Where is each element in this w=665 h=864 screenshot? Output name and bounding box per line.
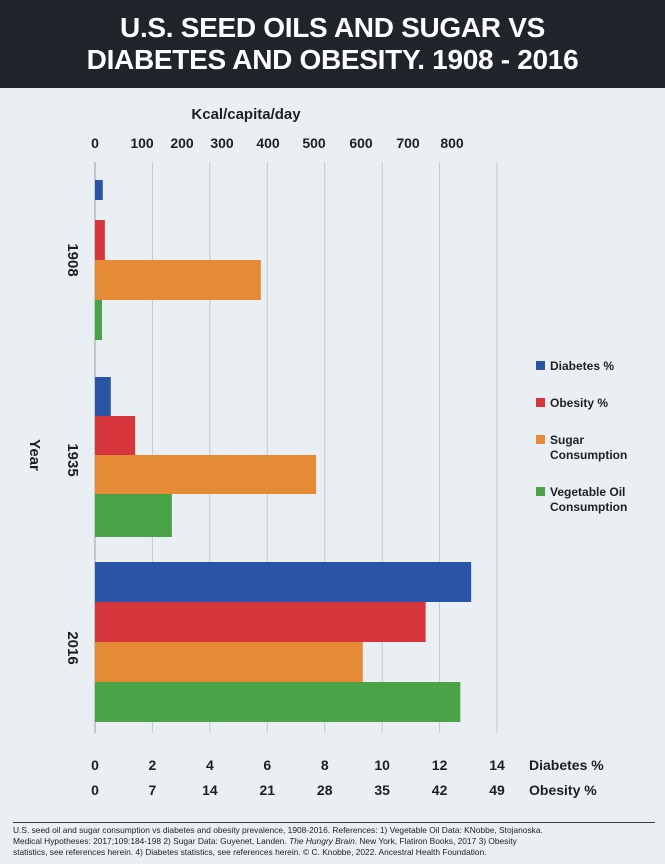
- bottom-tick-label: 2: [149, 757, 157, 773]
- bar-1935-vegetable-oil-consumption: [95, 494, 172, 537]
- bottom-tick-label: 49: [489, 782, 505, 798]
- legend-swatch: [536, 361, 545, 370]
- title-line-2: DIABETES AND OBESITY. 1908 - 2016: [86, 44, 579, 75]
- bottom-tick-label: 8: [321, 757, 329, 773]
- top-tick-label: 0: [91, 135, 99, 151]
- footer-book-title: The Hungry Brain: [289, 836, 355, 846]
- top-tick-label: 200: [170, 135, 194, 151]
- bottom-tick-label: 6: [263, 757, 271, 773]
- bottom-tick-label: 14: [489, 757, 505, 773]
- top-tick-label: 600: [349, 135, 373, 151]
- title-banner: U.S. SEED OILS AND SUGAR VS DIABETES AND…: [0, 0, 665, 88]
- bottom-tick-label: 10: [374, 757, 390, 773]
- bottom-axis-title: Obesity %: [529, 782, 597, 798]
- bar-1908-diabetes-: [95, 180, 103, 200]
- bar-2016-sugar-consumption: [95, 642, 363, 682]
- legend-label: Consumption: [550, 448, 627, 462]
- year-label-1935: 1935: [64, 443, 81, 476]
- legend-label: Obesity %: [550, 396, 608, 410]
- top-tick-label: 300: [210, 135, 234, 151]
- bar-2016-diabetes-: [95, 562, 472, 602]
- footer-references: U.S. seed oil and sugar consumption vs d…: [13, 822, 655, 858]
- footer-line-2-b: . New York, Flatiron Books, 2017 3) Obes…: [354, 836, 517, 846]
- bottom-tick-label: 28: [317, 782, 333, 798]
- bar-1935-sugar-consumption: [95, 455, 317, 494]
- legend-label: Sugar: [550, 433, 584, 447]
- bottom-axis-title: Diabetes %: [529, 757, 604, 773]
- title-line-1: U.S. SEED OILS AND SUGAR VS: [120, 12, 545, 43]
- top-tick-label: 100: [130, 135, 154, 151]
- legend-label: Diabetes %: [550, 359, 614, 373]
- bar-1935-diabetes-: [95, 377, 111, 416]
- year-label-2016: 2016: [64, 631, 81, 664]
- footer-line-3: statistics, see references herein. 4) Di…: [13, 847, 487, 857]
- legend-swatch: [536, 398, 545, 407]
- bar-1908-vegetable-oil-consumption: [95, 300, 103, 340]
- top-tick-label: 500: [302, 135, 326, 151]
- bar-1908-sugar-consumption: [95, 260, 261, 300]
- bottom-tick-label: 42: [432, 782, 448, 798]
- bottom-tick-label: 0: [91, 782, 99, 798]
- bottom-tick-label: 7: [149, 782, 157, 798]
- top-axis-title: Kcal/capita/day: [191, 106, 301, 123]
- bar-1908-obesity-: [95, 220, 105, 260]
- legend-label: Consumption: [550, 500, 627, 514]
- top-tick-label: 700: [396, 135, 420, 151]
- bottom-tick-label: 12: [432, 757, 448, 773]
- bottom-tick-label: 14: [202, 782, 218, 798]
- footer-line-2-a: Medical Hypotheses: 2017;109:184-198 2) …: [13, 836, 290, 846]
- bar-2016-vegetable-oil-consumption: [95, 682, 461, 722]
- bottom-tick-label: 0: [91, 757, 99, 773]
- footer-line-2: Medical Hypotheses: 2017;109:184-198 2) …: [13, 836, 655, 847]
- y-axis-title: Year: [26, 439, 43, 471]
- year-label-1908: 1908: [64, 243, 81, 276]
- bar-1935-obesity-: [95, 416, 136, 455]
- top-tick-label: 400: [256, 135, 280, 151]
- bottom-tick-label: 21: [259, 782, 275, 798]
- footer-line-1: U.S. seed oil and sugar consumption vs d…: [13, 825, 543, 835]
- legend-swatch: [536, 487, 545, 496]
- bottom-tick-label: 4: [206, 757, 214, 773]
- legend-swatch: [536, 435, 545, 444]
- legend-label: Vegetable Oil: [550, 485, 625, 499]
- bottom-tick-label: 35: [374, 782, 390, 798]
- bar-2016-obesity-: [95, 602, 426, 642]
- top-tick-label: 800: [440, 135, 464, 151]
